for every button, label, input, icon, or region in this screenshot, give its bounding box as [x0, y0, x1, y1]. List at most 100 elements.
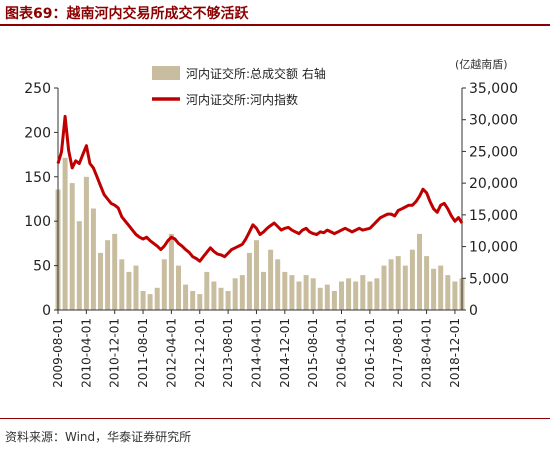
bar [90, 208, 96, 310]
y-right-tick-label: 5,000 [469, 271, 509, 287]
chart-title: 图表69：越南河内交易所成交不够活跃 [5, 6, 249, 22]
bar [367, 281, 373, 310]
x-tick-label: 2014-04-01 [250, 318, 264, 388]
x-tick-label: 2011-08-01 [136, 318, 150, 388]
x-tick-label: 2012-04-01 [164, 318, 178, 388]
bar [445, 275, 451, 310]
y-right-tick-label: 20,000 [469, 176, 518, 192]
bar [69, 183, 75, 310]
y-left-tick-label: 100 [24, 214, 51, 230]
bar [360, 275, 366, 310]
bar [126, 271, 132, 310]
bar [374, 278, 380, 310]
y-left-tick-label: 50 [33, 259, 51, 275]
bar [417, 233, 422, 310]
bar [211, 281, 217, 310]
y-right-tick-label: 0 [469, 303, 478, 319]
bar [353, 281, 359, 310]
axes-layer [57, 88, 463, 311]
line-series-layer [56, 114, 464, 263]
x-tick-label: 2015-08-01 [306, 318, 320, 388]
bar [133, 265, 139, 310]
bar [395, 256, 401, 310]
ticks-layer: 0 50 100 150 200 250 0 5,000 10,000 15,000 20,000 2… [24, 81, 518, 388]
x-tick-label: 2010-04-01 [79, 318, 93, 388]
bar [289, 275, 295, 310]
bar [218, 287, 224, 310]
x-tick-label: 2017-08-01 [391, 318, 405, 388]
bar [168, 233, 174, 310]
bar [112, 233, 118, 310]
bar [261, 271, 266, 310]
legend-label-line: 河内证交所:河内指数 [186, 92, 298, 107]
unit-label: (亿越南盾) [455, 57, 508, 71]
footer-divider [0, 418, 550, 419]
bar [268, 249, 274, 310]
bar [296, 281, 302, 310]
bar [62, 157, 68, 310]
y-right-tick-label: 35,000 [469, 81, 518, 97]
bar [76, 221, 82, 310]
bar [246, 252, 252, 310]
bar [303, 275, 309, 310]
chart: 0 50 100 150 200 250 0 5,000 10,000 15,000 20,000 2… [24, 57, 518, 388]
y-right-tick-label: 10,000 [469, 240, 518, 256]
bar [282, 271, 288, 310]
bar [310, 278, 316, 310]
y-left-tick-label: 0 [42, 303, 51, 319]
bar [402, 265, 408, 310]
bar [183, 284, 189, 310]
bar [197, 294, 203, 310]
bar [154, 287, 160, 310]
bar [119, 259, 125, 310]
bar [409, 249, 415, 310]
bar [190, 291, 196, 310]
x-tick-label: 2010-12-01 [108, 318, 122, 388]
bar [161, 259, 167, 310]
y-left-tick-label: 150 [24, 170, 51, 186]
bar [204, 271, 210, 310]
bar [239, 275, 245, 310]
legend: 河内证交所:总成交额 右轴 河内证交所:河内指数 [152, 66, 326, 107]
x-tick-label: 2018-04-01 [420, 318, 434, 388]
bar-series-layer [55, 157, 465, 310]
bar [225, 291, 231, 310]
bar [147, 294, 153, 310]
bar [381, 265, 387, 310]
bar [324, 284, 330, 310]
bar [98, 252, 103, 310]
bar [232, 278, 238, 310]
x-tick-label: 2016-12-01 [363, 318, 377, 388]
bar [431, 268, 437, 310]
index-line [56, 114, 464, 263]
bar [83, 176, 89, 310]
y-right-tick-label: 25,000 [469, 144, 518, 160]
header: 图表69：越南河内交易所成交不够活跃 [0, 0, 550, 26]
bar [176, 265, 181, 310]
bar [254, 240, 259, 310]
x-tick-label: 2018-12-01 [448, 318, 462, 388]
y-right-tick-label: 15,000 [469, 208, 518, 224]
bar [424, 256, 430, 310]
x-tick-label: 2014-12-01 [278, 318, 292, 388]
legend-swatch-bar [152, 66, 180, 80]
x-tick-label: 2013-08-01 [221, 318, 235, 388]
bar [339, 281, 344, 310]
source-note: 资料来源：Wind，华泰证券研究所 [5, 430, 192, 444]
bar [346, 278, 352, 310]
bar [388, 259, 394, 310]
x-tick-label: 2012-12-01 [193, 318, 207, 388]
bar [140, 291, 146, 310]
bar [317, 287, 323, 310]
x-tick-label: 2016-04-01 [335, 318, 349, 388]
bar [331, 291, 337, 310]
bar [275, 259, 281, 310]
title-divider [0, 24, 550, 26]
x-tick-label: 2009-08-01 [51, 318, 65, 388]
bar [452, 281, 458, 310]
y-left-tick-label: 250 [24, 81, 51, 97]
bar [105, 240, 111, 310]
y-left-tick-label: 200 [24, 125, 51, 141]
legend-label-bar: 河内证交所:总成交额 右轴 [186, 66, 326, 81]
y-right-tick-label: 30,000 [469, 113, 518, 129]
